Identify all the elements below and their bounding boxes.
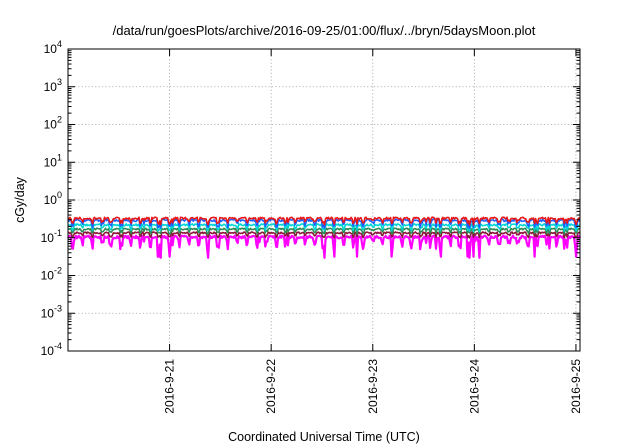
x-tick-label: 2016-9-24	[467, 359, 481, 414]
x-tick-label: 2016-9-23	[366, 359, 380, 414]
y-tick-label: 10-1	[41, 228, 62, 245]
y-tick-label: 100	[44, 190, 62, 207]
x-tick-labels: 2016-9-21 2016-9-22 2016-9-23 2016-9-24 2016…	[163, 359, 583, 414]
series-line-2	[67, 227, 581, 235]
x-tick-label: 2016-9-22	[264, 359, 278, 414]
series-layer	[66, 216, 581, 259]
y-tick-label: 10-2	[41, 266, 62, 283]
chart-title: /data/run/goesPlots/archive/2016-09-25/0…	[113, 23, 536, 38]
y-tick-label: 10-4	[41, 341, 62, 358]
series-line-0	[66, 234, 581, 259]
x-tick-label: 2016-9-21	[163, 359, 177, 414]
y-tick-label: 102	[44, 115, 62, 132]
series-line-4	[67, 218, 581, 230]
y-tick-label: 101	[44, 152, 62, 169]
y-tick-labels: 10-4 10-3 10-2 10-1 100 101 102 103 104	[41, 39, 62, 358]
y-axis-label: cGy/day	[13, 176, 27, 223]
x-tick-label: 2016-9-25	[569, 359, 583, 414]
x-axis-label: Coordinated Universal Time (UTC)	[228, 430, 420, 444]
grid-layer	[68, 49, 580, 351]
series-line-3	[67, 223, 581, 233]
series-line-5	[67, 216, 581, 226]
tick-layer	[68, 48, 580, 352]
series-line-1	[67, 231, 581, 239]
y-tick-label: 104	[44, 39, 62, 56]
y-tick-label: 103	[44, 77, 62, 94]
y-tick-label: 10-3	[41, 303, 62, 320]
